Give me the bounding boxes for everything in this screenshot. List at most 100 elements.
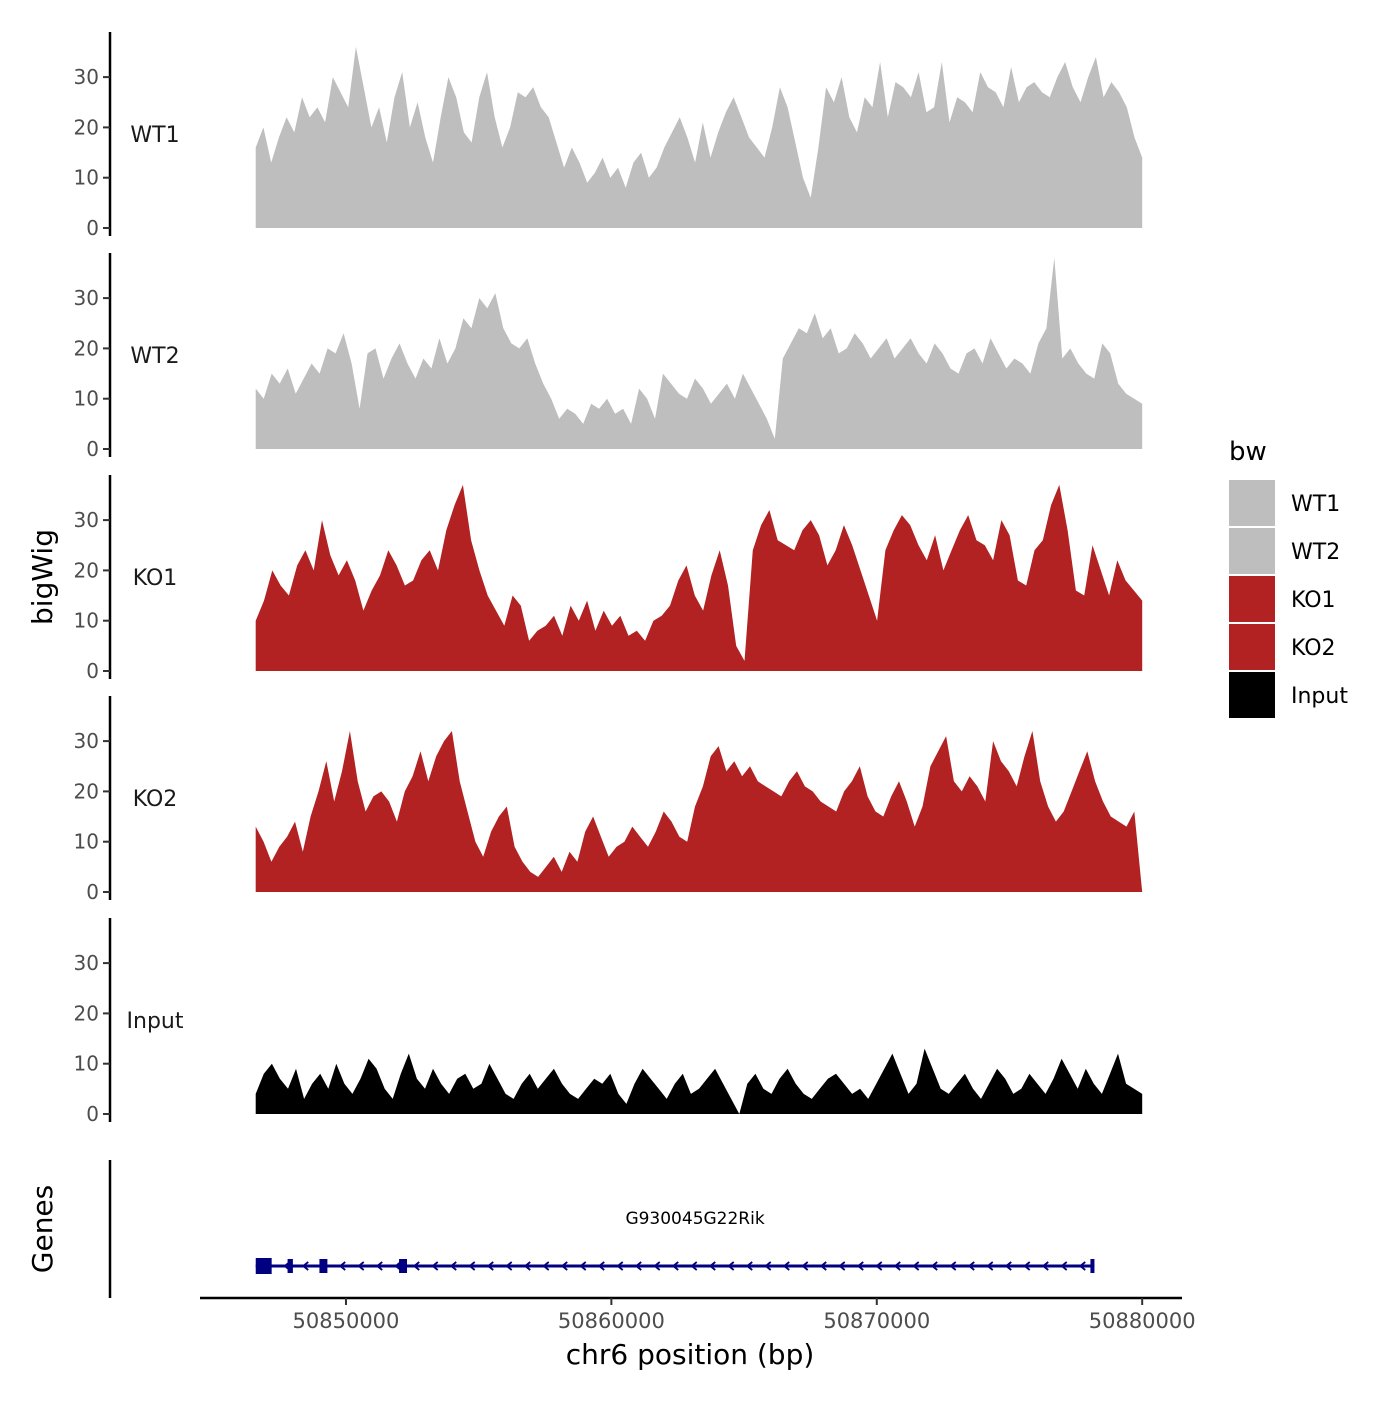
strand-arrow — [634, 1261, 642, 1271]
strand-arrow — [357, 1261, 365, 1271]
signal-area-ko2 — [255, 731, 1143, 892]
strand-arrow — [801, 1261, 809, 1271]
panel-label: KO1 — [133, 566, 178, 591]
strand-arrow — [616, 1261, 624, 1271]
signal-area-wt2 — [255, 257, 1143, 449]
y-tick-label: 30 — [74, 951, 99, 975]
strand-arrow — [653, 1261, 661, 1271]
y-tick-label: 20 — [74, 336, 99, 360]
x-axis-label: chr6 position (bp) — [566, 1338, 815, 1371]
strand-arrow — [875, 1261, 883, 1271]
gene-exon — [399, 1259, 408, 1273]
legend-label-wt2: WT2 — [1291, 540, 1340, 565]
strand-arrow — [486, 1261, 494, 1271]
genes-track-label: Genes — [26, 1185, 59, 1273]
legend-label-input: Input — [1291, 684, 1348, 709]
gene-name-label: G930045G22Rik — [625, 1209, 764, 1229]
strand-arrow — [468, 1261, 476, 1271]
y-tick-label: 0 — [86, 216, 99, 240]
strand-arrow — [782, 1261, 790, 1271]
strand-arrow — [523, 1261, 531, 1271]
y-tick-label: 10 — [74, 1052, 99, 1076]
strand-arrow — [949, 1261, 957, 1271]
strand-arrow — [727, 1261, 735, 1271]
strand-arrow — [986, 1261, 994, 1271]
strand-arrow — [967, 1261, 975, 1271]
panel-input: 0 10 20 30 Input — [74, 918, 1143, 1126]
y-tick-label: 20 — [74, 779, 99, 803]
panel-label: WT2 — [130, 344, 179, 369]
y-tick-label: 0 — [86, 880, 99, 904]
y-tick-label: 30 — [74, 729, 99, 753]
legend-label-wt1: WT1 — [1291, 492, 1340, 517]
strand-arrow — [893, 1261, 901, 1271]
y-tick-label: 30 — [74, 508, 99, 532]
x-axis: 50850000 50860000 50870000 50880000 — [200, 1296, 1196, 1333]
y-tick-label: 0 — [86, 659, 99, 683]
x-tick-label: 50850000 — [293, 1309, 400, 1333]
strand-arrow — [375, 1261, 383, 1271]
y-tick-label: 0 — [86, 437, 99, 461]
x-tick-label: 50860000 — [558, 1309, 665, 1333]
y-tick-label: 10 — [74, 387, 99, 411]
legend-label-ko2: KO2 — [1291, 636, 1336, 661]
y-axis-label: bigWig — [26, 529, 59, 625]
y-tick-label: 20 — [74, 1001, 99, 1025]
strand-arrow — [1041, 1261, 1049, 1271]
strand-arrow — [542, 1261, 550, 1271]
genes-track: G930045G22Rik — [108, 1160, 1095, 1298]
signal-panels: 0 10 20 30 WT1 0 10 20 30 WT2 0 10 20 30 KO1 0 10 20 30 KO2… — [74, 32, 1143, 1126]
y-tick-label: 10 — [74, 166, 99, 190]
legend-title: bw — [1229, 437, 1267, 467]
strand-arrow — [338, 1261, 346, 1271]
strand-arrow — [1078, 1261, 1086, 1271]
strand-arrow — [579, 1261, 587, 1271]
legend-swatch-ko2 — [1229, 624, 1275, 670]
gene-exon — [319, 1259, 328, 1273]
strand-arrow — [671, 1261, 679, 1271]
panel-label: Input — [127, 1009, 184, 1034]
panel-wt1: 0 10 20 30 WT1 — [74, 32, 1143, 240]
signal-area-input — [255, 1048, 1143, 1114]
strand-arrow — [301, 1261, 309, 1271]
legend-label-ko1: KO1 — [1291, 588, 1336, 613]
panel-ko2: 0 10 20 30 KO2 — [74, 696, 1143, 904]
strand-arrow — [412, 1261, 420, 1271]
signal-area-wt1 — [255, 46, 1143, 229]
strand-arrow — [690, 1261, 698, 1271]
strand-arrow — [838, 1261, 846, 1271]
gene-exon — [287, 1259, 293, 1273]
y-tick-label: 30 — [74, 65, 99, 89]
strand-arrow — [1004, 1261, 1012, 1271]
strand-arrow — [856, 1261, 864, 1271]
legend-swatch-input — [1229, 672, 1275, 718]
y-tick-label: 20 — [74, 115, 99, 139]
strand-arrow — [449, 1261, 457, 1271]
y-tick-label: 10 — [74, 830, 99, 854]
strand-arrow — [560, 1261, 568, 1271]
y-tick-label: 0 — [86, 1102, 99, 1126]
gene-exon — [255, 1258, 272, 1274]
legend-swatch-ko1 — [1229, 576, 1275, 622]
legend-swatch-wt1 — [1229, 480, 1275, 526]
panel-label: KO2 — [133, 787, 178, 812]
strand-arrow — [505, 1261, 513, 1271]
strand-arrow — [819, 1261, 827, 1271]
legend-swatch-wt2 — [1229, 528, 1275, 574]
panel-ko1: 0 10 20 30 KO1 — [74, 475, 1143, 683]
signal-area-ko1 — [255, 484, 1143, 671]
x-tick-label: 50880000 — [1089, 1309, 1196, 1333]
y-tick-label: 10 — [74, 609, 99, 633]
strand-arrow — [912, 1261, 920, 1271]
y-tick-label: 30 — [74, 286, 99, 310]
strand-arrow — [764, 1261, 772, 1271]
strand-arrow — [708, 1261, 716, 1271]
strand-arrow — [745, 1261, 753, 1271]
panel-wt2: 0 10 20 30 WT2 — [74, 253, 1143, 461]
strand-arrow — [1060, 1261, 1068, 1271]
strand-arrow — [597, 1261, 605, 1271]
y-tick-label: 20 — [74, 558, 99, 582]
panel-label: WT1 — [130, 123, 179, 148]
